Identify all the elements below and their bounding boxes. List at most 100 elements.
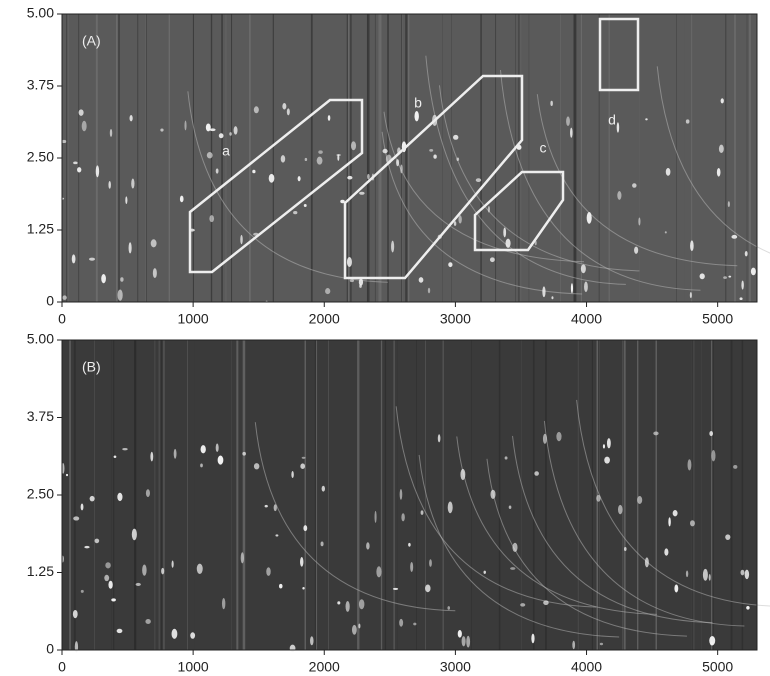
texture-spot (425, 584, 430, 592)
chromatogram-background (62, 14, 757, 302)
texture-spot (117, 629, 123, 633)
texture-spot (448, 262, 452, 267)
texture-spot (556, 432, 561, 441)
figure: (A)abcd01000200030004000500001.252.503.7… (0, 0, 770, 676)
texture-spot (634, 247, 638, 254)
texture-spot (290, 645, 296, 652)
texture-spot (703, 569, 708, 581)
texture-spot (570, 128, 573, 138)
texture-spot (460, 469, 465, 480)
texture-spot (665, 231, 667, 233)
texture-spot (433, 154, 436, 158)
y-tick-label: 3.75 (27, 77, 54, 93)
texture-spot (321, 542, 324, 547)
texture-spot (717, 168, 721, 177)
texture-spot (645, 118, 648, 120)
texture-spot (686, 571, 688, 578)
texture-spot (711, 450, 715, 461)
texture-spot (690, 520, 695, 526)
texture-spot (414, 111, 418, 121)
texture-spot (653, 432, 658, 436)
texture-spot (197, 564, 203, 574)
y-tick-label: 3.75 (27, 408, 54, 424)
texture-spot (328, 115, 331, 121)
texture-spot (741, 280, 743, 289)
texture-spot (72, 254, 76, 263)
texture-spot (146, 489, 150, 497)
region-label: d (608, 112, 616, 128)
texture-spot (300, 557, 303, 567)
texture-spot (617, 191, 621, 200)
texture-spot (421, 510, 424, 514)
texture-spot (101, 274, 106, 283)
texture-spot (359, 599, 364, 609)
texture-spot (505, 456, 508, 459)
texture-spot (666, 168, 671, 176)
texture-spot (352, 625, 357, 635)
texture-spot (709, 431, 713, 436)
texture-spot (542, 286, 545, 297)
texture-spot (108, 181, 110, 189)
texture-spot (745, 251, 748, 256)
texture-spot (396, 159, 399, 166)
y-tick-label: 5.00 (27, 331, 54, 347)
texture-spot (266, 567, 270, 576)
texture-spot (428, 288, 430, 294)
texture-spot (110, 129, 112, 137)
texture-spot (543, 600, 548, 605)
y-tick-label: 0 (46, 641, 54, 657)
texture-spot (241, 552, 244, 563)
texture-spot (347, 176, 352, 180)
texture-spot (376, 566, 381, 577)
texture-spot (62, 295, 66, 299)
texture-spot (673, 510, 678, 516)
texture-spot (242, 452, 246, 456)
texture-spot (81, 504, 84, 511)
texture-spot (503, 227, 506, 237)
texture-spot (400, 164, 402, 173)
texture-spot (551, 296, 553, 299)
texture-spot (603, 444, 605, 448)
texture-spot (510, 567, 515, 570)
texture-spot (303, 525, 307, 531)
texture-spot (358, 624, 360, 629)
texture-spot (637, 496, 642, 504)
texture-spot (488, 206, 490, 213)
texture-spot (153, 268, 157, 278)
y-tick-label: 2.50 (27, 486, 54, 502)
texture-spot (222, 598, 225, 609)
chromatogram-background (62, 340, 757, 650)
texture-spot (136, 583, 141, 586)
texture-spot (733, 465, 737, 469)
texture-spot (476, 178, 481, 182)
texture-spot (429, 559, 432, 566)
texture-spot (201, 445, 206, 453)
texture-spot (600, 643, 603, 645)
panel-label: (A) (82, 33, 101, 49)
y-tick-label: 1.25 (27, 221, 54, 237)
texture-spot (607, 438, 611, 448)
texture-spot (73, 162, 77, 165)
texture-spot (108, 581, 112, 589)
texture-spot (359, 284, 362, 288)
texture-spot (160, 128, 163, 131)
texture-spot (438, 434, 441, 442)
texture-spot (690, 240, 694, 251)
x-tick-label: 4000 (571, 311, 602, 327)
texture-spot (131, 178, 134, 188)
texture-spot (89, 258, 95, 261)
texture-spot (291, 471, 293, 478)
x-tick-label: 0 (58, 311, 66, 327)
texture-spot (725, 534, 730, 540)
texture-spot (120, 277, 123, 281)
texture-spot (305, 158, 307, 161)
texture-spot (111, 598, 116, 601)
texture-spot (184, 121, 186, 131)
x-tick-label: 5000 (702, 311, 733, 327)
texture-spot (151, 239, 157, 247)
region-label: b (414, 95, 422, 111)
texture-spot (254, 106, 259, 113)
y-tick-label: 1.25 (27, 563, 54, 579)
texture-spot (317, 157, 323, 165)
texture-spot (96, 165, 99, 177)
